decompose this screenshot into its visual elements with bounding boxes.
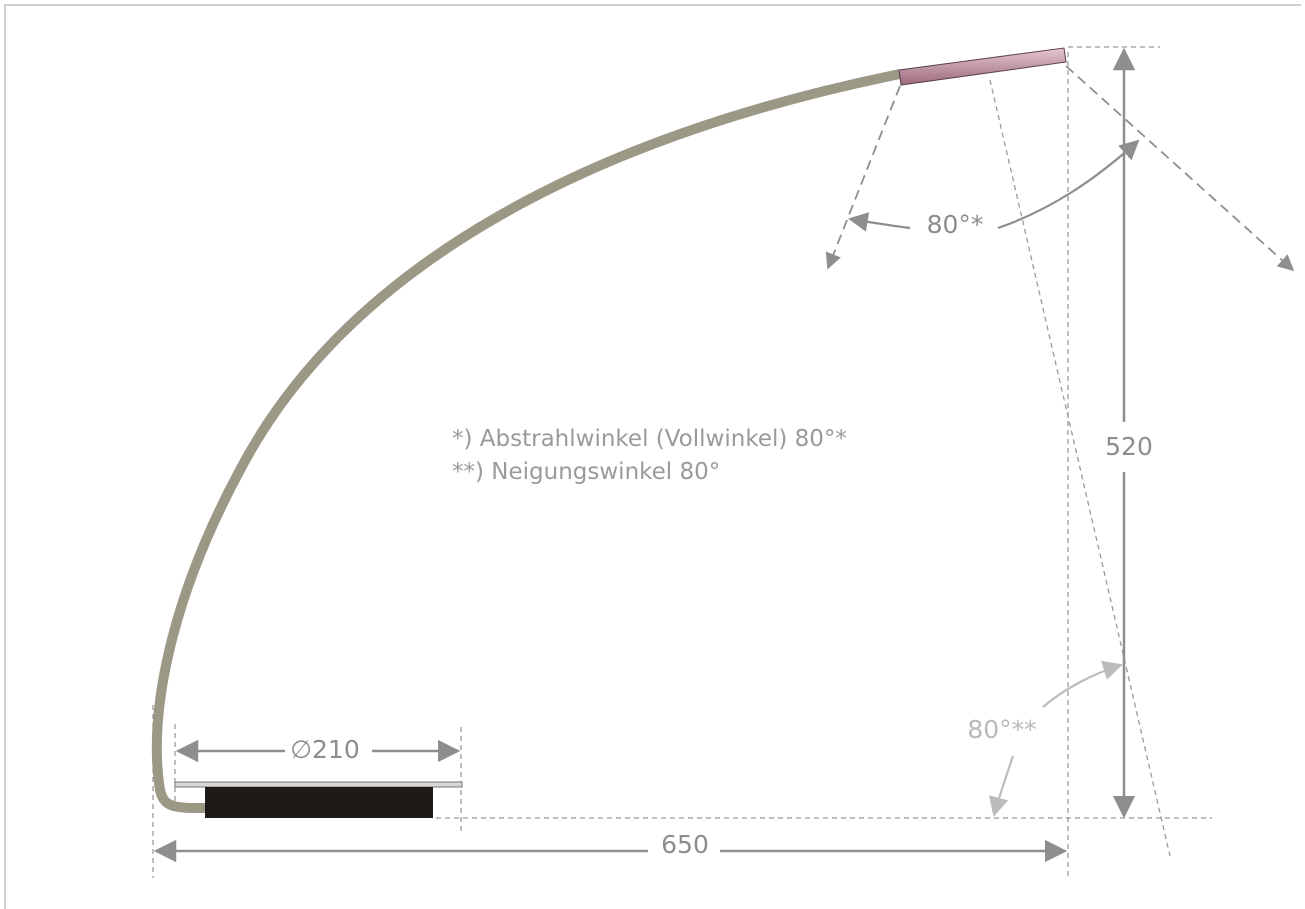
base-plate [174,781,463,788]
beam-angle-arrow-left [848,212,911,232]
lamp-head [898,47,1067,86]
drawing-frame [4,4,1301,909]
total-width-label: 650 [661,830,709,859]
tilt-axis-line [989,79,1171,857]
tilt-angle-arrow-up [1042,660,1123,708]
beam-ray-right [1065,65,1295,272]
beam-angle-arrow-right [997,139,1140,230]
height-label: 520 [1105,432,1153,461]
lamp-base [205,787,433,818]
beam-angle-arrows [848,139,1140,232]
note-beam-angle: *) Abstrahlwinkel (Vollwinkel) 80°* [452,426,847,452]
beam-rays [825,65,1295,272]
note-tilt-angle: **) Neigungswinkel 80° [452,459,720,485]
beam-ray-left [825,85,901,270]
tilt-angle-arrows [989,660,1123,817]
base-diameter-label: ∅210 [290,735,360,764]
lamp-arm [151,69,901,813]
tilt-angle-arrow-down [989,755,1015,817]
beam-angle-label: 80°* [927,210,984,239]
tilt-angle-label: 80°** [967,715,1036,744]
